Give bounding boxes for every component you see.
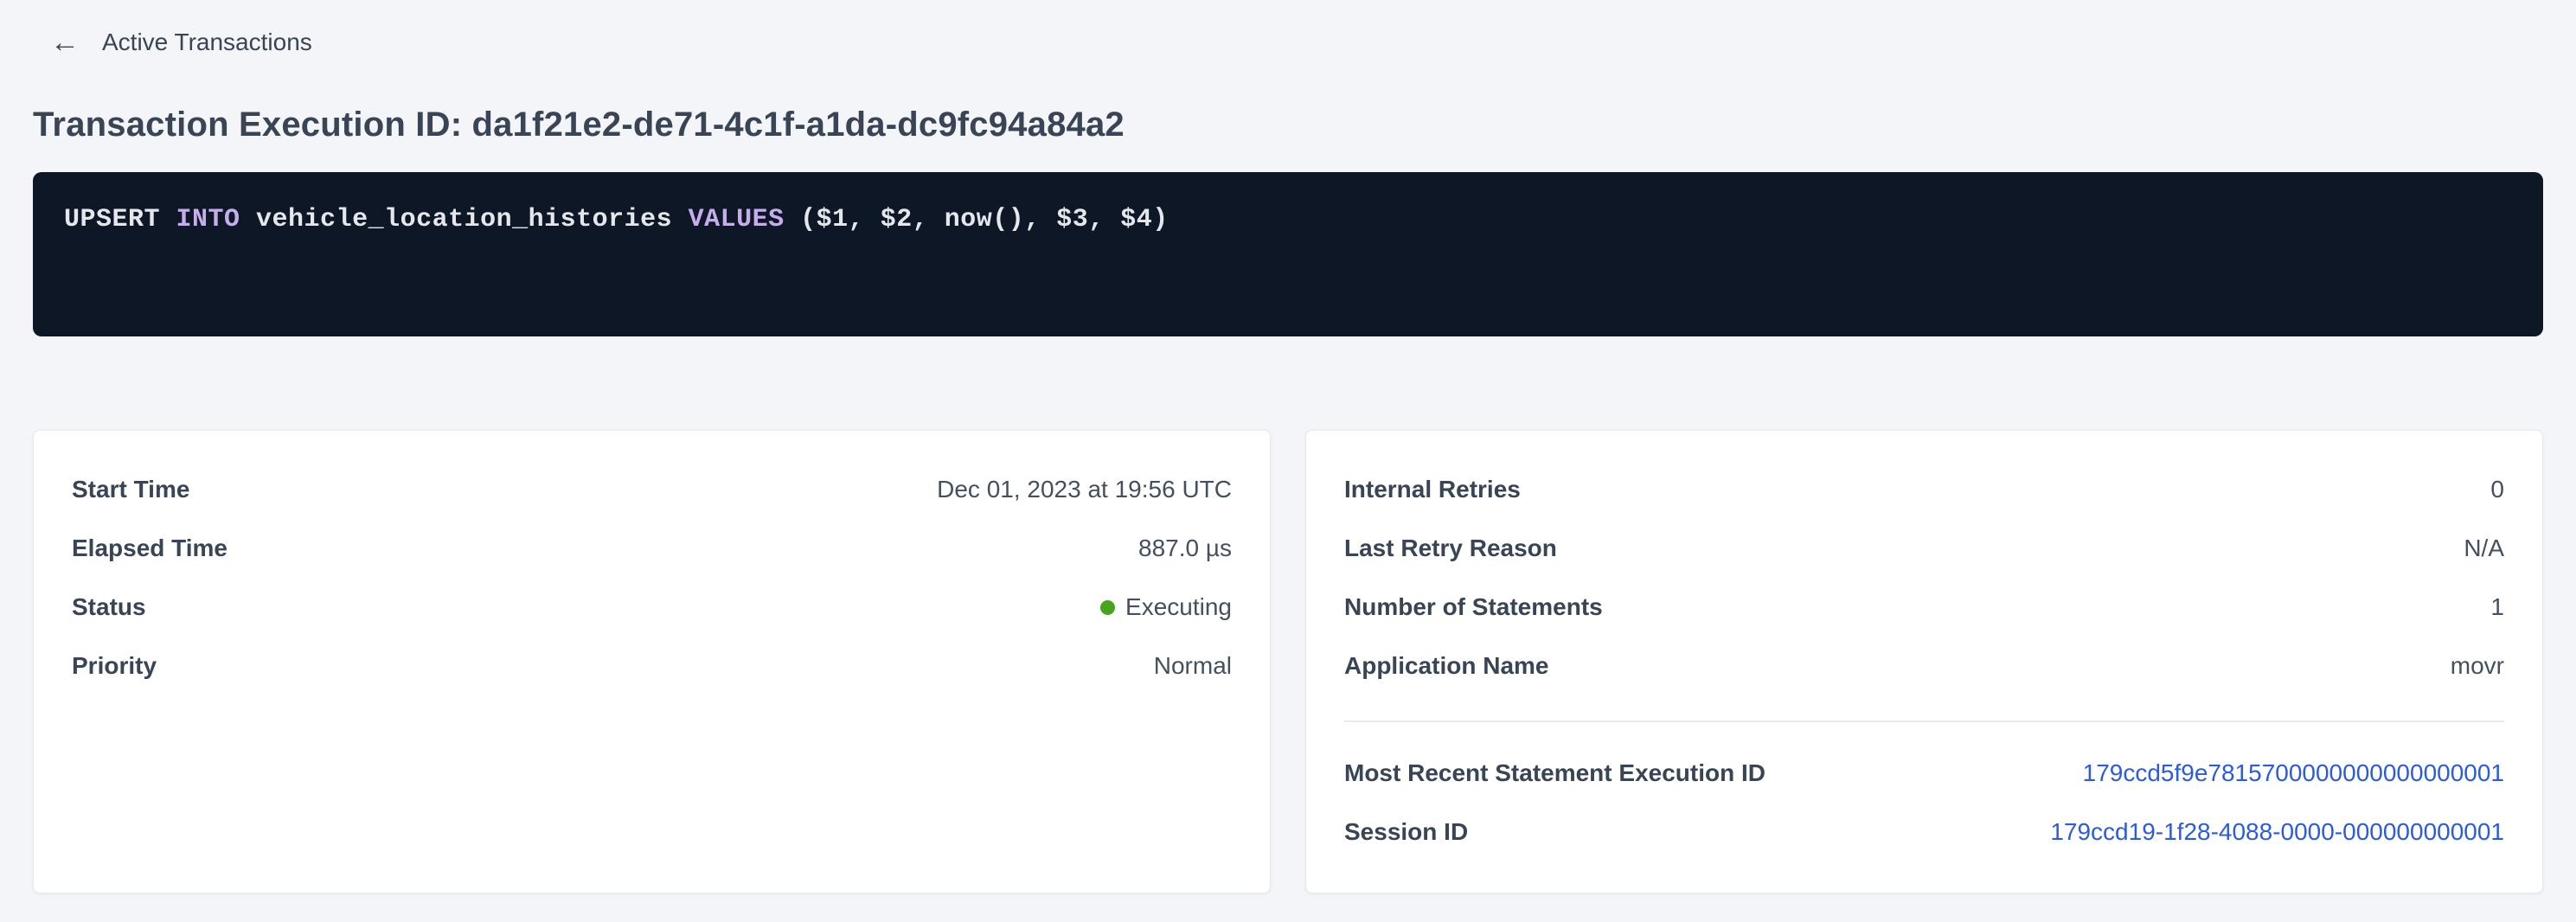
detail-row-internal-retries: Internal Retries 0 [1344,460,2504,519]
status-executing-dot-icon [1100,599,1116,615]
detail-row-start-time: Start Time Dec 01, 2023 at 19:56 UTC [72,460,1232,519]
application-name-label: Application Name [1344,652,1549,679]
sql-token-keyword: INTO [176,205,240,234]
execution-details-card: Internal Retries 0 Last Retry Reason N/A… [1305,430,2543,893]
detail-row-session-id: Session ID 179ccd19-1f28-4088-0000-00000… [1344,803,2504,861]
detail-row-priority: Priority Normal [72,637,1232,695]
summary-cards-row: Start Time Dec 01, 2023 at 19:56 UTC Ela… [33,430,2543,893]
application-name-value: movr [2450,652,2504,679]
transaction-summary-card: Start Time Dec 01, 2023 at 19:56 UTC Ela… [33,430,1271,893]
detail-row-number-of-statements: Number of Statements 1 [1344,578,2504,637]
start-time-label: Start Time [72,476,190,503]
status-label: Status [72,593,146,620]
elapsed-time-value: 887.0 µs [1138,535,1232,561]
sql-token: ($1, $2, now(), $3, $4) [784,205,1169,234]
internal-retries-value: 0 [2490,476,2504,503]
last-retry-reason-label: Last Retry Reason [1344,535,1557,561]
detail-row-most-recent-statement-execution-id: Most Recent Statement Execution ID 179cc… [1344,744,2504,803]
detail-row-last-retry-reason: Last Retry Reason N/A [1344,519,2504,578]
number-of-statements-value: 1 [2490,593,2504,620]
detail-row-status: Status Executing [72,578,1232,637]
elapsed-time-label: Elapsed Time [72,535,228,561]
page-title: Transaction Execution ID: da1f21e2-de71-… [33,106,1125,144]
sql-statement-text: UPSERT INTO vehicle_location_histories V… [64,205,2512,234]
number-of-statements-label: Number of Statements [1344,593,1603,620]
sql-statement-box: UPSERT INTO vehicle_location_histories V… [33,172,2543,336]
back-link-label: Active Transactions [102,29,312,55]
session-id-label: Session ID [1344,818,1469,845]
last-retry-reason-value: N/A [2464,535,2504,561]
detail-row-elapsed-time: Elapsed Time 887.0 µs [72,519,1232,578]
priority-label: Priority [72,652,157,679]
sql-token-keyword: VALUES [688,205,785,234]
sql-token: vehicle_location_histories [240,205,689,234]
back-navigation-row: ← Active Transactions [33,0,2543,57]
status-value: Executing [1125,593,1232,620]
most-recent-statement-execution-id-link[interactable]: 179ccd5f9e7815700000000000000001 [2082,759,2504,786]
session-id-link[interactable]: 179ccd19-1f28-4088-0000-000000000001 [2050,818,2504,845]
most-recent-statement-execution-id-label: Most Recent Statement Execution ID [1344,759,1765,786]
priority-value: Normal [1153,652,1232,679]
back-to-active-transactions-link[interactable]: ← Active Transactions [50,28,312,57]
arrow-left-icon: ← [50,26,80,59]
detail-row-application-name: Application Name movr [1344,637,2504,695]
card-divider [1344,720,2504,722]
status-badge: Executing [1100,593,1232,621]
internal-retries-label: Internal Retries [1344,476,1521,503]
start-time-value: Dec 01, 2023 at 19:56 UTC [937,476,1232,503]
sql-token: UPSERT [64,205,176,234]
